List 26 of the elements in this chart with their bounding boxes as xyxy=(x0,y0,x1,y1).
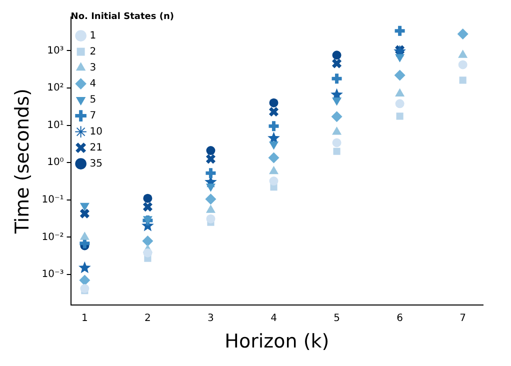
x-tick-label: 6 xyxy=(396,312,403,324)
x-tick-label: 3 xyxy=(208,312,214,324)
y-tick-label: 10² xyxy=(47,82,64,94)
legend-label: 21 xyxy=(90,142,103,154)
legend-label: 3 xyxy=(90,62,96,74)
legend-label: 4 xyxy=(90,78,96,90)
x-tick-label: 4 xyxy=(270,312,277,324)
x-tick-label: 5 xyxy=(334,312,340,324)
legend-label: 7 xyxy=(90,110,96,122)
y-tick-label: 10⁻¹ xyxy=(42,194,64,206)
legend-label: 5 xyxy=(90,94,96,106)
x-tick-label: 7 xyxy=(460,312,466,324)
legend-label: 35 xyxy=(90,158,103,170)
legend-label: 2 xyxy=(90,46,96,58)
y-tick-label: 10⁻³ xyxy=(42,269,64,280)
legend-title: No. Initial States (n) xyxy=(70,12,174,22)
x-tick-label: 2 xyxy=(144,312,151,324)
legend-label: 1 xyxy=(90,30,96,42)
y-tick-label: 10⁻² xyxy=(42,232,64,243)
y-tick-label: 10⁰ xyxy=(47,157,64,168)
y-tick-label: 10¹ xyxy=(47,120,64,131)
y-axis-title: Time (seconds) xyxy=(11,88,34,235)
y-tick-label: 10³ xyxy=(47,45,64,56)
x-tick-label: 1 xyxy=(81,312,88,324)
x-axis-title: Horizon (k) xyxy=(224,330,330,353)
legend-label: 10 xyxy=(90,126,103,138)
